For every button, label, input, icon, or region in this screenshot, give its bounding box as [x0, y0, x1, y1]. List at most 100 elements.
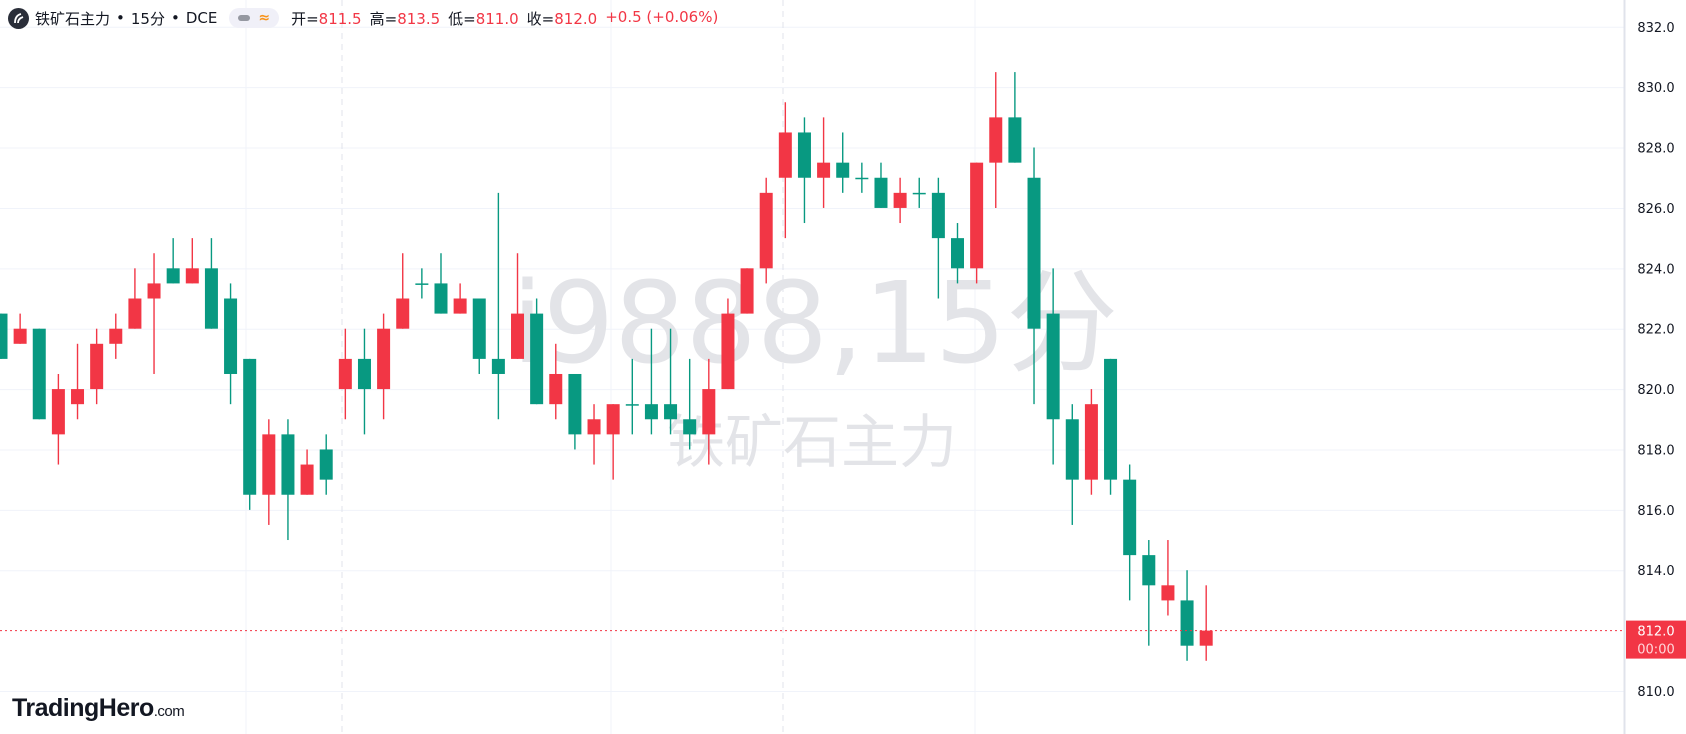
ohlc-close: 收=812.0	[526, 9, 598, 28]
candles	[0, 72, 1213, 661]
candle	[587, 404, 601, 465]
candle-body	[759, 192, 773, 269]
candle	[740, 268, 754, 314]
candle-body	[912, 192, 926, 195]
candle-body	[1123, 479, 1137, 556]
interval[interactable]: 15分	[130, 9, 165, 28]
candle	[721, 298, 735, 390]
candle	[128, 268, 142, 329]
candle	[51, 373, 65, 465]
candle-body	[644, 404, 658, 420]
candle-body	[472, 298, 486, 359]
price-tick-label: 826.0	[1637, 202, 1674, 217]
candle-body	[530, 313, 544, 405]
candle	[664, 328, 678, 435]
candle-body	[243, 358, 257, 495]
candle	[778, 102, 792, 239]
candle	[90, 328, 104, 405]
candle	[759, 177, 773, 284]
candle	[319, 434, 333, 495]
watermark-name: 铁矿石主力	[667, 408, 957, 476]
price-tick-label: 828.0	[1637, 142, 1674, 157]
candle	[1199, 585, 1213, 661]
candle-body	[606, 404, 620, 435]
candle	[32, 328, 46, 420]
chart-legend: 铁矿石主力 • 15分 • DCE ≈ 开=811.5 高=813.5 低=81…	[8, 6, 718, 30]
price-axis[interactable]	[1624, 0, 1686, 734]
candle-body	[683, 419, 697, 435]
candle-body	[951, 238, 964, 269]
candle	[71, 343, 85, 420]
price-tick-label: 816.0	[1637, 504, 1674, 519]
price-tick-label: 814.0	[1637, 564, 1674, 579]
candle	[797, 117, 811, 224]
price-tick-label: 818.0	[1637, 443, 1674, 458]
candle-body	[855, 177, 869, 180]
candle	[243, 358, 257, 510]
candle-body	[1142, 555, 1156, 586]
candle	[625, 358, 639, 435]
candle	[1142, 540, 1156, 646]
candle	[224, 283, 238, 405]
candle	[377, 313, 391, 420]
candle	[817, 117, 831, 208]
legend-toggle-button[interactable]: ≈	[229, 8, 280, 28]
candle	[281, 419, 295, 541]
candle	[951, 223, 964, 284]
symbol-name[interactable]: 铁矿石主力	[35, 9, 111, 28]
price-tick-label: 820.0	[1637, 383, 1674, 398]
last-price-value: 812.0	[1637, 625, 1674, 640]
candle	[1008, 72, 1022, 163]
candle	[1027, 147, 1041, 405]
candle-body	[1065, 419, 1079, 480]
candle-body	[13, 328, 27, 344]
candle-body	[1161, 585, 1175, 601]
ohlc-high: 高=813.5	[369, 9, 441, 28]
price-tick-label: 832.0	[1637, 21, 1674, 36]
candle	[338, 328, 352, 420]
candle	[644, 328, 658, 435]
candle	[13, 313, 27, 344]
candle	[300, 449, 314, 495]
candle-body	[1008, 117, 1022, 163]
candle-body	[434, 283, 448, 314]
candle-body	[166, 268, 180, 284]
grid-lines	[0, 26, 1624, 692]
brand-logo[interactable]: TradingHero.com	[12, 694, 185, 722]
ohlc-open: 开=811.5	[291, 9, 362, 28]
candle-body	[1199, 630, 1213, 646]
candle	[893, 177, 907, 224]
candle	[855, 162, 869, 193]
ohlc-values: 开=811.5 高=813.5 低=811.0 收=812.0 +0.5 (+0…	[291, 8, 718, 29]
candle	[491, 192, 505, 420]
candle-body	[1046, 313, 1060, 420]
candle-body	[396, 298, 410, 329]
candle	[147, 253, 161, 374]
candle	[1161, 540, 1175, 616]
price-change: +0.5 (+0.06%)	[605, 7, 719, 26]
candle-body	[989, 117, 1003, 163]
separator: •	[170, 9, 180, 27]
candle	[185, 238, 199, 284]
candle-body	[300, 464, 314, 495]
candle-body	[874, 177, 888, 208]
price-tick-label: 830.0	[1637, 81, 1674, 96]
candle-body	[740, 268, 754, 314]
candle	[204, 238, 218, 329]
candle-body	[1104, 358, 1118, 480]
candle-body	[109, 328, 123, 344]
candle-body	[664, 404, 678, 420]
candle	[109, 313, 123, 359]
candle-body	[549, 373, 563, 405]
candle	[1084, 389, 1098, 495]
candle-body	[147, 283, 161, 299]
symbol-logo-icon	[8, 7, 29, 29]
candle-body	[1180, 600, 1194, 646]
candle	[970, 162, 984, 284]
candle	[874, 162, 888, 208]
candle-body	[90, 343, 104, 390]
candle-body	[797, 132, 811, 178]
wave-icon: ≈	[258, 10, 271, 26]
candle	[702, 358, 716, 465]
